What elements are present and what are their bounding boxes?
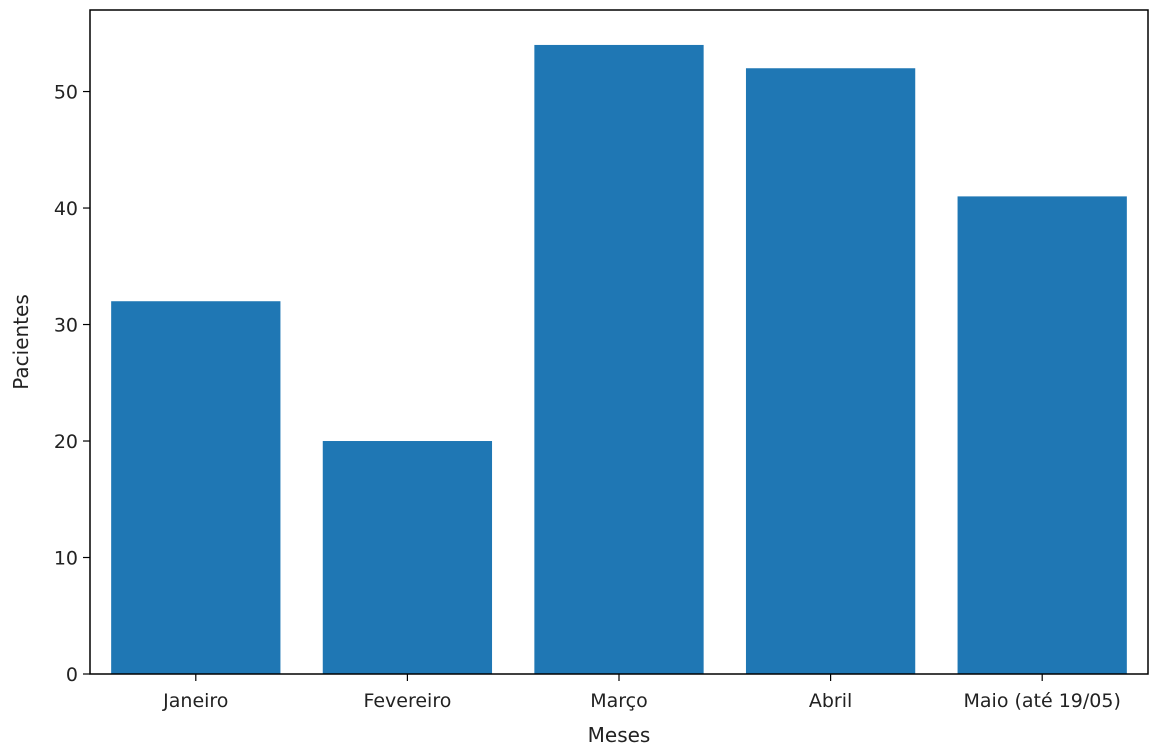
- y-tick-label: 40: [54, 198, 78, 220]
- y-tick-label: 10: [54, 548, 78, 570]
- bar-1: [111, 301, 281, 674]
- y-tick-label: 0: [66, 664, 78, 686]
- y-axis-label: Pacientes: [9, 294, 33, 390]
- bar-4: [745, 68, 916, 675]
- x-tick-label: Fevereiro: [363, 690, 451, 712]
- x-tick-label: Março: [590, 690, 648, 712]
- y-axis-ticks: 0 10 20 30 40 50: [54, 82, 90, 686]
- y-tick-label: 20: [54, 431, 78, 453]
- y-tick-label: 30: [54, 315, 78, 337]
- y-tick-label: 50: [54, 82, 78, 104]
- bars: [111, 44, 1127, 675]
- x-axis-ticks: Janeiro Fevereiro Março Abril Maio (até 19/0…: [162, 674, 1121, 712]
- x-axis-label: Meses: [588, 723, 651, 747]
- x-tick-label: Maio (até 19/05): [964, 690, 1121, 712]
- plot-area-frame: [89, 9, 1149, 675]
- bar-3: [534, 44, 704, 674]
- bar-5: [957, 196, 1127, 674]
- x-tick-label: Janeiro: [162, 690, 228, 712]
- bar-2: [322, 441, 493, 674]
- x-tick-label: Abril: [809, 690, 852, 712]
